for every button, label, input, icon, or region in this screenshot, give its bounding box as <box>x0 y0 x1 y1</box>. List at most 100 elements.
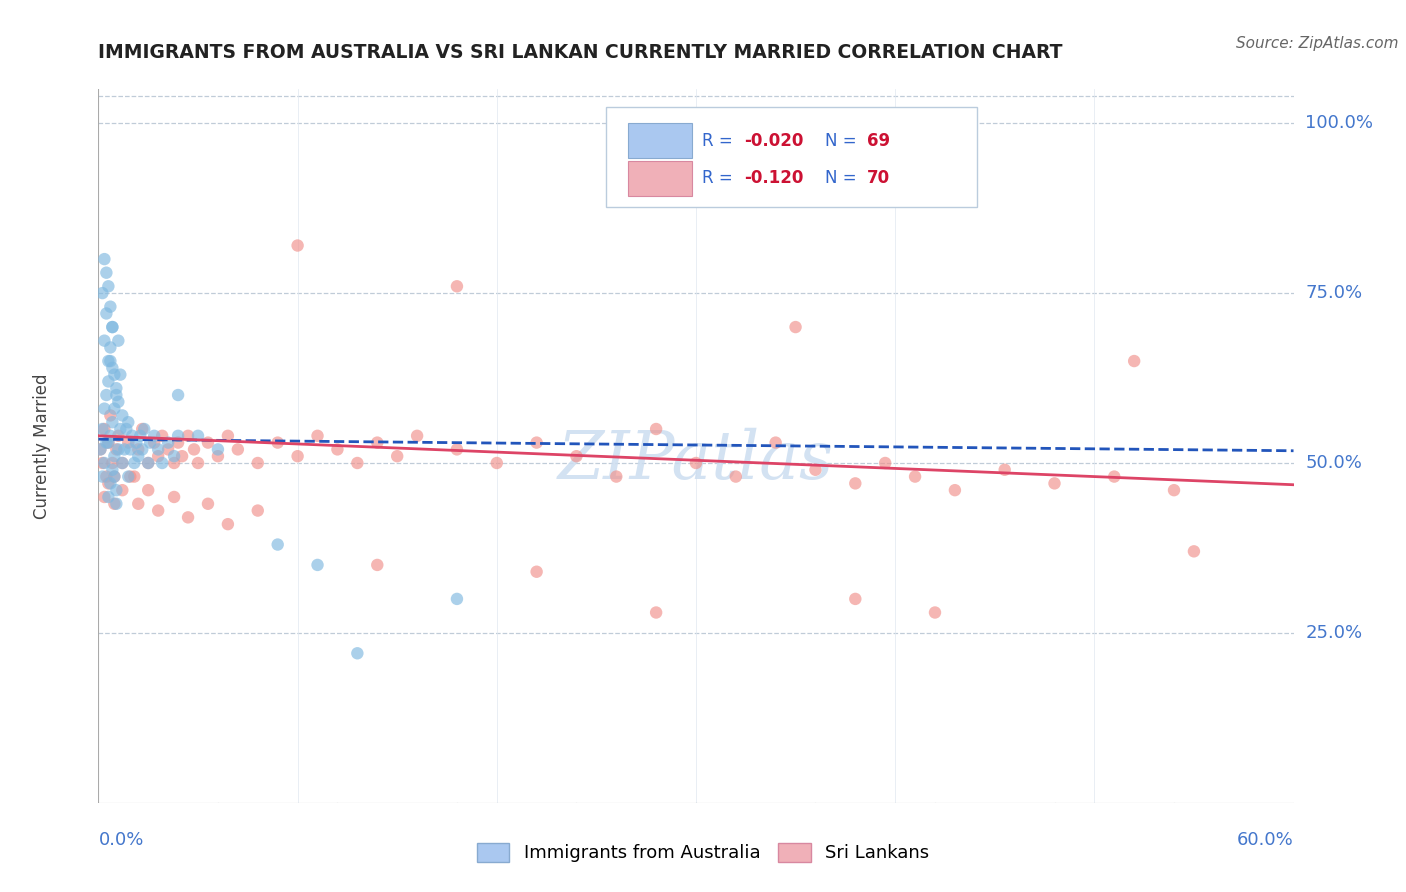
Point <box>111 456 134 470</box>
Legend: Immigrants from Australia, Sri Lankans: Immigrants from Australia, Sri Lankans <box>470 836 936 870</box>
Point <box>183 442 205 457</box>
Point <box>101 320 124 334</box>
Point <box>526 435 548 450</box>
Point <box>111 409 134 423</box>
Point <box>406 429 429 443</box>
Point <box>197 435 219 450</box>
Point <box>150 456 173 470</box>
Point <box>605 469 627 483</box>
Point <box>217 429 239 443</box>
Point <box>1102 469 1125 483</box>
Point <box>93 334 115 348</box>
Point <box>93 422 115 436</box>
Point <box>136 456 159 470</box>
Point <box>346 646 368 660</box>
Point <box>217 517 239 532</box>
Point <box>97 435 120 450</box>
Point <box>1163 483 1185 498</box>
Point <box>127 449 149 463</box>
Point <box>844 476 866 491</box>
Point <box>98 354 122 368</box>
Text: -0.020: -0.020 <box>744 132 803 150</box>
Text: 100.0%: 100.0% <box>1305 114 1374 132</box>
Point <box>93 252 115 266</box>
Point <box>124 456 146 470</box>
FancyBboxPatch shape <box>628 161 692 196</box>
Point <box>96 469 118 483</box>
Text: 70: 70 <box>868 169 890 187</box>
Point <box>287 449 309 463</box>
Point <box>111 456 134 470</box>
Text: 50.0%: 50.0% <box>1305 454 1362 472</box>
FancyBboxPatch shape <box>628 123 692 159</box>
Point <box>207 449 229 463</box>
Point <box>112 442 135 457</box>
Point <box>366 435 388 450</box>
Point <box>246 503 269 517</box>
Text: ZIPatlas: ZIPatlas <box>558 427 834 493</box>
Text: IMMIGRANTS FROM AUSTRALIA VS SRI LANKAN CURRENTLY MARRIED CORRELATION CHART: IMMIGRANTS FROM AUSTRALIA VS SRI LANKAN … <box>98 44 1063 62</box>
Point <box>107 442 129 457</box>
Point <box>346 456 368 470</box>
Point <box>163 456 186 470</box>
Point <box>246 456 269 470</box>
Point <box>125 435 148 450</box>
Text: R =: R = <box>702 169 738 187</box>
Text: 25.0%: 25.0% <box>1305 624 1362 642</box>
Point <box>526 565 548 579</box>
Point <box>148 442 170 457</box>
Point <box>97 476 120 491</box>
Point <box>101 320 124 334</box>
Point <box>96 435 118 450</box>
Point <box>111 483 134 498</box>
Point <box>1182 544 1205 558</box>
Text: N =: N = <box>825 169 862 187</box>
Text: Source: ZipAtlas.com: Source: ZipAtlas.com <box>1236 36 1399 51</box>
Point <box>131 422 153 436</box>
Point <box>385 449 409 463</box>
Point <box>91 469 114 483</box>
Point <box>157 442 180 457</box>
Point <box>785 320 807 334</box>
Point <box>197 497 219 511</box>
Point <box>101 456 124 470</box>
Point <box>924 606 946 620</box>
Point <box>120 469 142 483</box>
Point <box>446 279 468 293</box>
Point <box>148 449 170 463</box>
Text: 69: 69 <box>868 132 890 150</box>
Point <box>163 490 186 504</box>
Point <box>98 429 122 443</box>
Point <box>127 497 149 511</box>
Point <box>120 442 142 457</box>
Point <box>875 456 897 470</box>
Point <box>724 469 747 483</box>
Point <box>93 490 115 504</box>
Point <box>101 360 124 375</box>
Point <box>107 429 129 443</box>
Point <box>107 394 129 409</box>
Point <box>177 510 200 524</box>
Point <box>177 429 200 443</box>
Point <box>326 442 349 457</box>
Point <box>98 476 122 491</box>
Point <box>366 558 388 572</box>
Point <box>97 375 120 389</box>
Point <box>97 435 120 450</box>
Point <box>1043 476 1066 491</box>
Point <box>96 388 118 402</box>
Point <box>485 456 508 470</box>
Point <box>844 591 866 606</box>
Point <box>105 442 128 457</box>
Point <box>446 442 468 457</box>
Point <box>157 435 180 450</box>
Point <box>645 422 668 436</box>
Point <box>124 469 146 483</box>
Point <box>105 497 128 511</box>
Point <box>91 422 114 436</box>
Point <box>103 469 125 483</box>
Point <box>307 429 329 443</box>
Point <box>91 456 114 470</box>
Point <box>103 497 125 511</box>
Point <box>645 606 668 620</box>
